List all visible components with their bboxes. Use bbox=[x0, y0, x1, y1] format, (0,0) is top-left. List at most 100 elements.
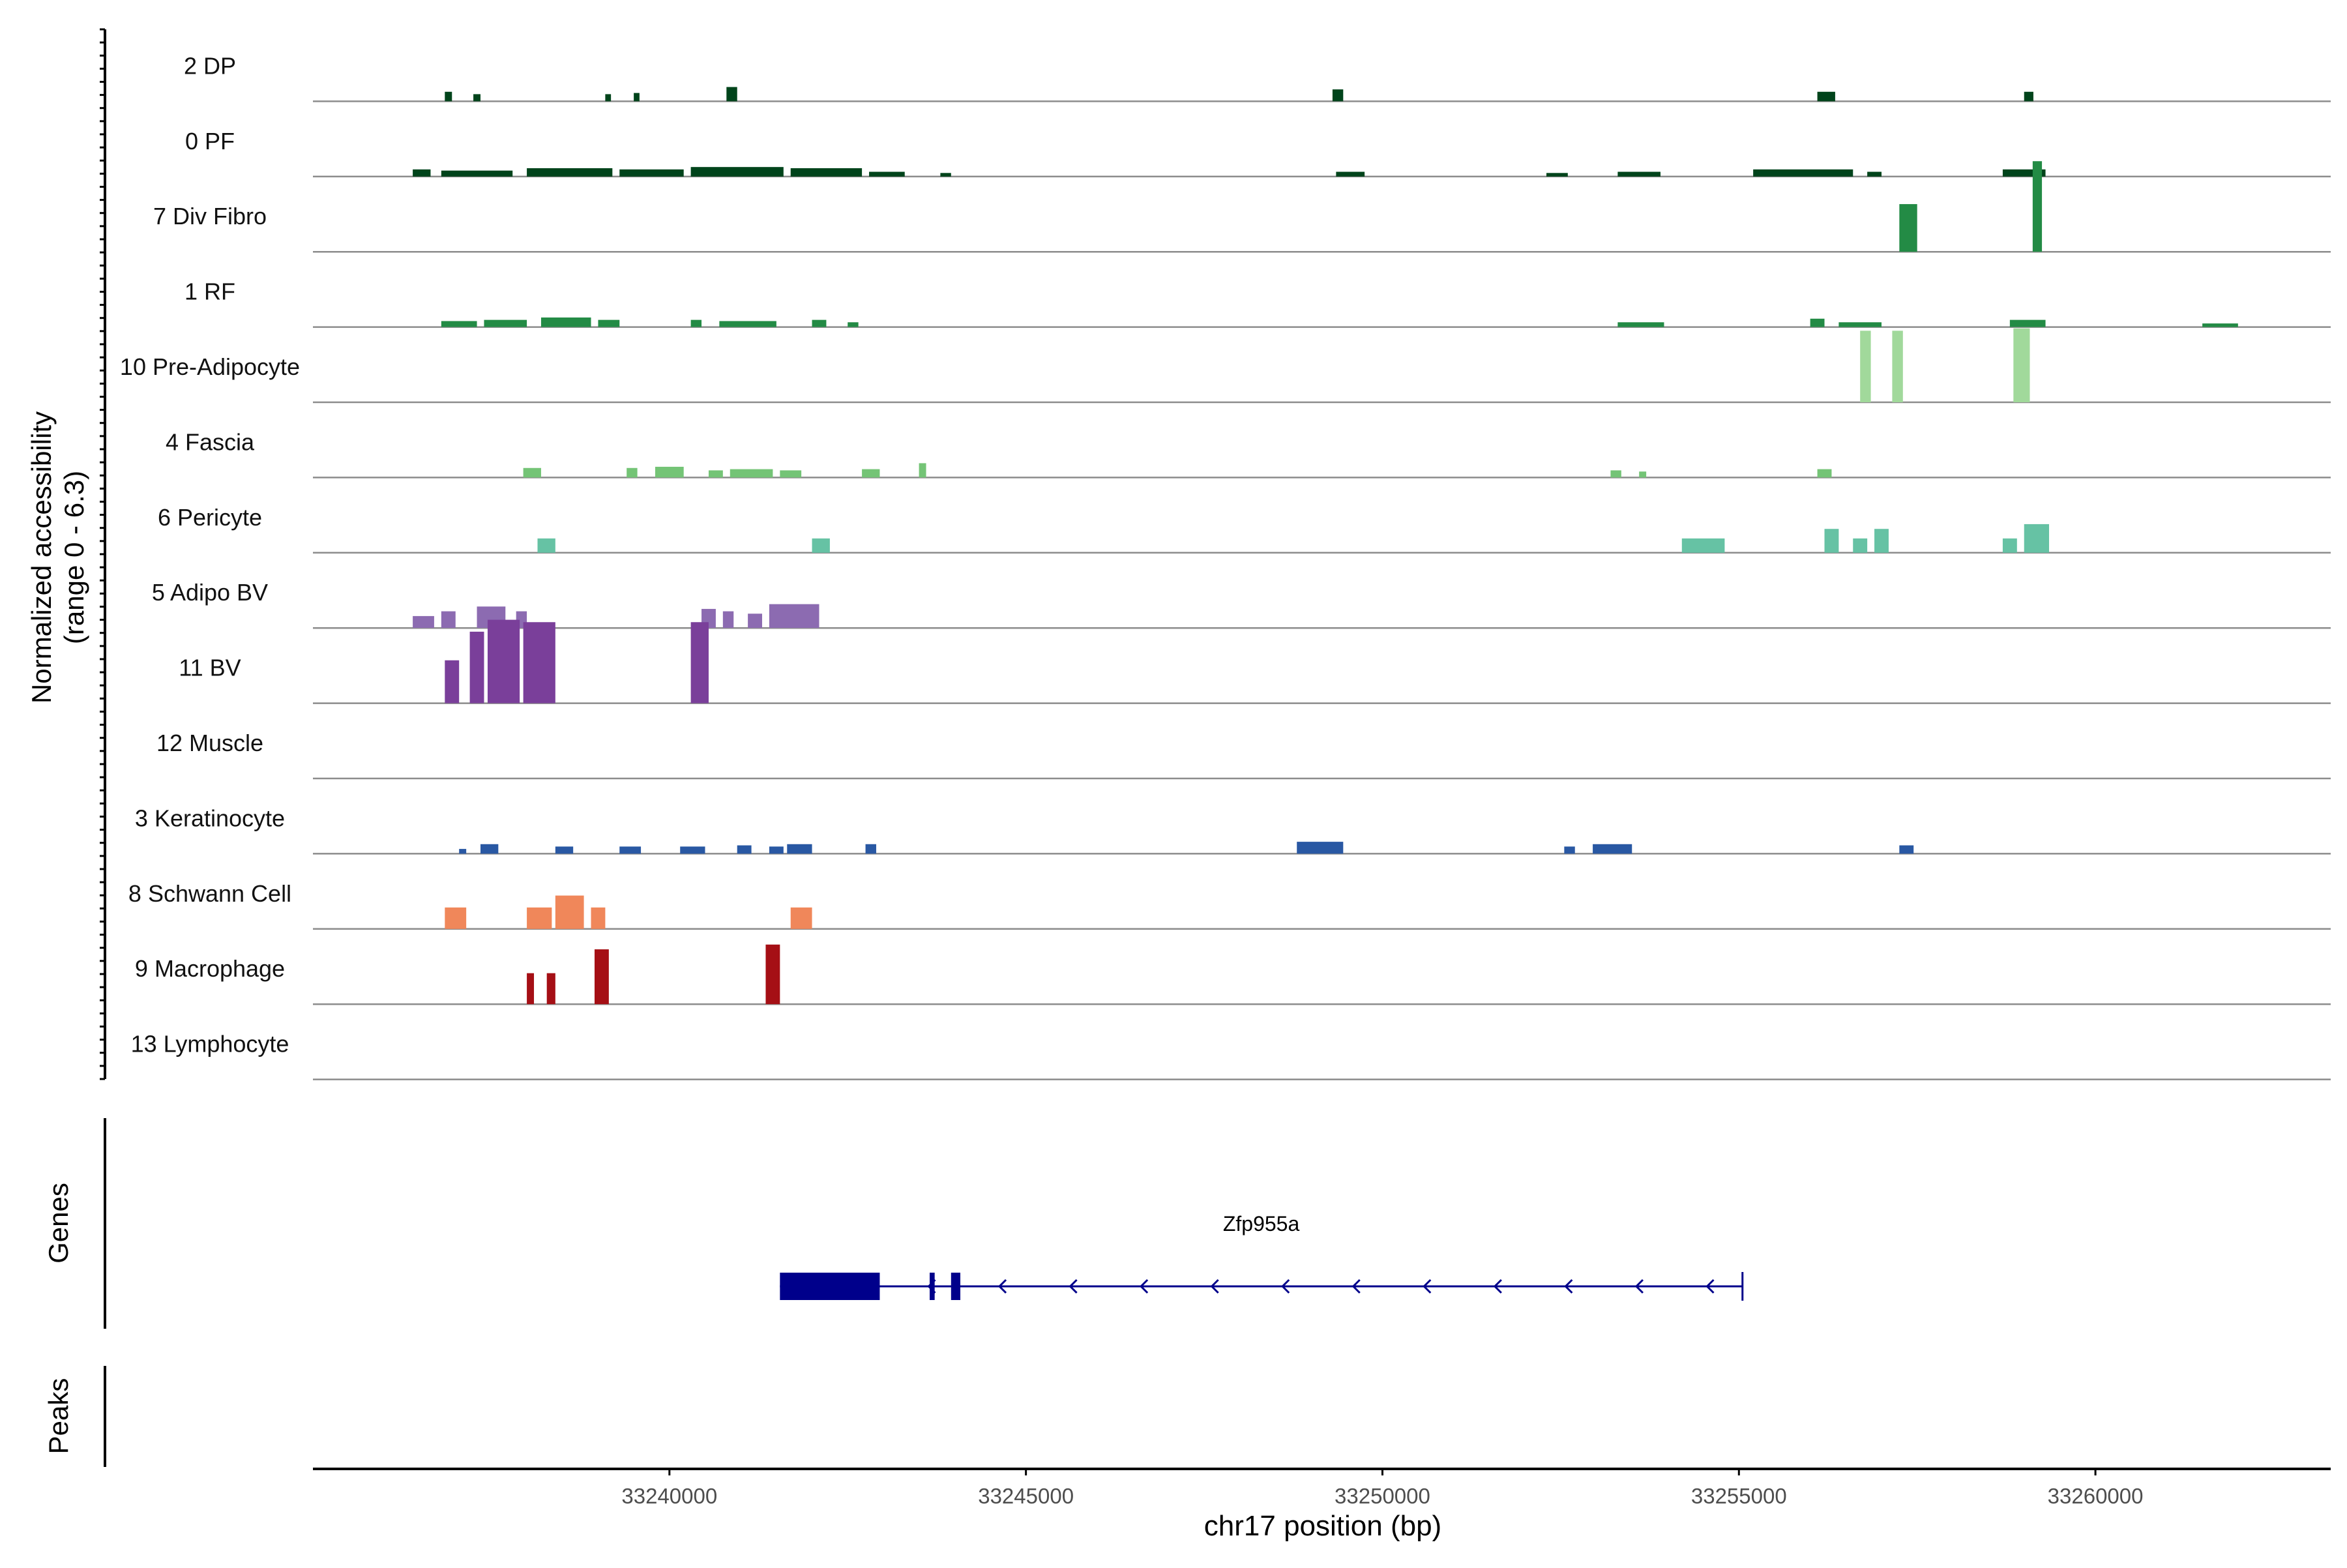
coverage-peak bbox=[634, 93, 640, 102]
coverage-peak bbox=[527, 168, 613, 177]
coverage-peak bbox=[1297, 842, 1344, 854]
gene-strand-arrow bbox=[1705, 1279, 1715, 1294]
coverage-peak bbox=[1639, 471, 1647, 478]
coverage-peak bbox=[1332, 89, 1344, 102]
track-0-pf: 0 PF bbox=[185, 128, 2331, 178]
coverage-peak bbox=[598, 319, 620, 327]
track-5-adipo-bv: 5 Adipo BV bbox=[152, 579, 2331, 629]
coverage-peak bbox=[546, 973, 555, 1005]
coverage-peak bbox=[790, 168, 863, 177]
coverage-peak bbox=[730, 469, 773, 478]
track-8-schwann-cell: 8 Schwann Cell bbox=[128, 880, 2331, 930]
x-axis: chr17 position (bp) 33240000 33245000 3325… bbox=[313, 1468, 2331, 1542]
track-label: 11 BV bbox=[179, 655, 241, 681]
coverage-peak bbox=[1810, 318, 1825, 327]
x-axis-label: chr17 position (bp) bbox=[1204, 1510, 1441, 1542]
gene-strand-arrow bbox=[927, 1279, 936, 1294]
coverage-peak bbox=[790, 907, 812, 929]
gene-strand-arrow bbox=[1634, 1279, 1644, 1294]
coverage-peak bbox=[441, 170, 513, 177]
track-2-dp: 2 DP bbox=[184, 52, 2331, 102]
coverage-peak bbox=[2032, 161, 2043, 252]
coverage-peak bbox=[862, 469, 880, 478]
coverage-peak bbox=[737, 845, 752, 854]
coverage-peak bbox=[708, 470, 723, 478]
track-3-keratinocyte: 3 Keratinocyte bbox=[135, 805, 2331, 855]
track-11-bv: 11 BV bbox=[179, 619, 2331, 704]
gene-strand-arrow bbox=[1069, 1279, 1078, 1294]
coverage-peak bbox=[619, 169, 684, 177]
coverage-peak bbox=[1817, 469, 1832, 478]
coverage-peak bbox=[765, 944, 780, 1005]
genes-panel: Genes Zfp955a bbox=[43, 1118, 1744, 1329]
coverage-peak bbox=[680, 846, 705, 854]
coverage-peak bbox=[940, 173, 951, 177]
x-tick-label: 33255000 bbox=[1691, 1484, 1787, 1508]
coverage-peak bbox=[780, 470, 802, 478]
track-label: 5 Adipo BV bbox=[152, 579, 268, 606]
coverage-peak bbox=[690, 622, 709, 703]
coverage-peak bbox=[540, 317, 591, 327]
coverage-peak bbox=[445, 91, 452, 102]
coverage-peak bbox=[2013, 328, 2030, 402]
track-label: 3 Keratinocyte bbox=[135, 805, 285, 831]
x-tick-label: 33260000 bbox=[2048, 1484, 2144, 1508]
track-label: 1 RF bbox=[185, 278, 235, 305]
coverage-peak bbox=[527, 973, 535, 1005]
coverage-peak bbox=[445, 660, 460, 703]
coverage-peak bbox=[445, 907, 467, 929]
coverage-peak bbox=[1867, 171, 1882, 177]
track-label: 9 Macrophage bbox=[135, 955, 285, 982]
peaks-label: Peaks bbox=[43, 1378, 74, 1455]
coverage-peak bbox=[1564, 846, 1575, 854]
y-axis: Normalized accessibility (range 0 - 6.3) bbox=[26, 28, 106, 1080]
coverage-peak bbox=[865, 844, 876, 854]
coverage-peak bbox=[2024, 91, 2033, 102]
gene-name-label: Zfp955a bbox=[1223, 1212, 1300, 1235]
coverage-peak bbox=[473, 94, 481, 102]
gene-strand-arrow bbox=[1139, 1279, 1149, 1294]
y-axis-label: Normalized accessibility bbox=[26, 411, 57, 703]
coverage-peak bbox=[2024, 524, 2050, 553]
coverage-peak bbox=[441, 611, 456, 629]
coverage-peak bbox=[2009, 319, 2046, 327]
coverage-peak bbox=[812, 319, 827, 327]
coverage-peak bbox=[527, 907, 552, 929]
coverage-tracks: 2 DP 0 PF 7 Div Fibro 1 RF 10 Pre-Adipocyte 4… bbox=[120, 52, 2331, 1080]
track-label: 7 Div Fibro bbox=[153, 203, 267, 229]
gene-strand-arrow bbox=[1281, 1279, 1290, 1294]
coverage-peak bbox=[627, 467, 638, 478]
track-label: 8 Schwann Cell bbox=[128, 880, 291, 907]
track-13-lymphocyte: 13 Lymphocyte bbox=[131, 1031, 2331, 1080]
coverage-peak bbox=[1593, 844, 1632, 854]
coverage-peak bbox=[655, 466, 684, 478]
track-label: 12 Muscle bbox=[156, 730, 263, 756]
track-label: 0 PF bbox=[185, 128, 235, 155]
track-12-muscle: 12 Muscle bbox=[156, 730, 2331, 780]
gene-strand-arrow bbox=[1564, 1279, 1573, 1294]
coverage-peak bbox=[769, 604, 819, 629]
gene-exon bbox=[929, 1273, 935, 1300]
coverage-peak bbox=[480, 844, 499, 854]
genes-label: Genes bbox=[43, 1183, 74, 1264]
coverage-peak bbox=[1617, 171, 1661, 177]
coverage-peak bbox=[619, 846, 642, 854]
coverage-peak bbox=[726, 87, 737, 102]
coverage-peak bbox=[848, 322, 859, 327]
coverage-peak bbox=[591, 907, 606, 929]
coverage-peak bbox=[1546, 173, 1568, 177]
coverage-peak bbox=[605, 94, 612, 102]
coverage-peak bbox=[459, 849, 467, 854]
coverage-peak bbox=[1838, 322, 1882, 327]
coverage-peak bbox=[1824, 529, 1839, 553]
track-label: 4 Fascia bbox=[166, 428, 255, 455]
track-9-macrophage: 9 Macrophage bbox=[135, 944, 2331, 1005]
coverage-peak bbox=[523, 622, 555, 703]
coverage-peak bbox=[1817, 91, 1835, 102]
coverage-peak bbox=[413, 169, 431, 177]
coverage-peak bbox=[523, 467, 541, 478]
track-4-fascia: 4 Fascia bbox=[166, 428, 2331, 479]
coverage-peak bbox=[748, 614, 762, 629]
